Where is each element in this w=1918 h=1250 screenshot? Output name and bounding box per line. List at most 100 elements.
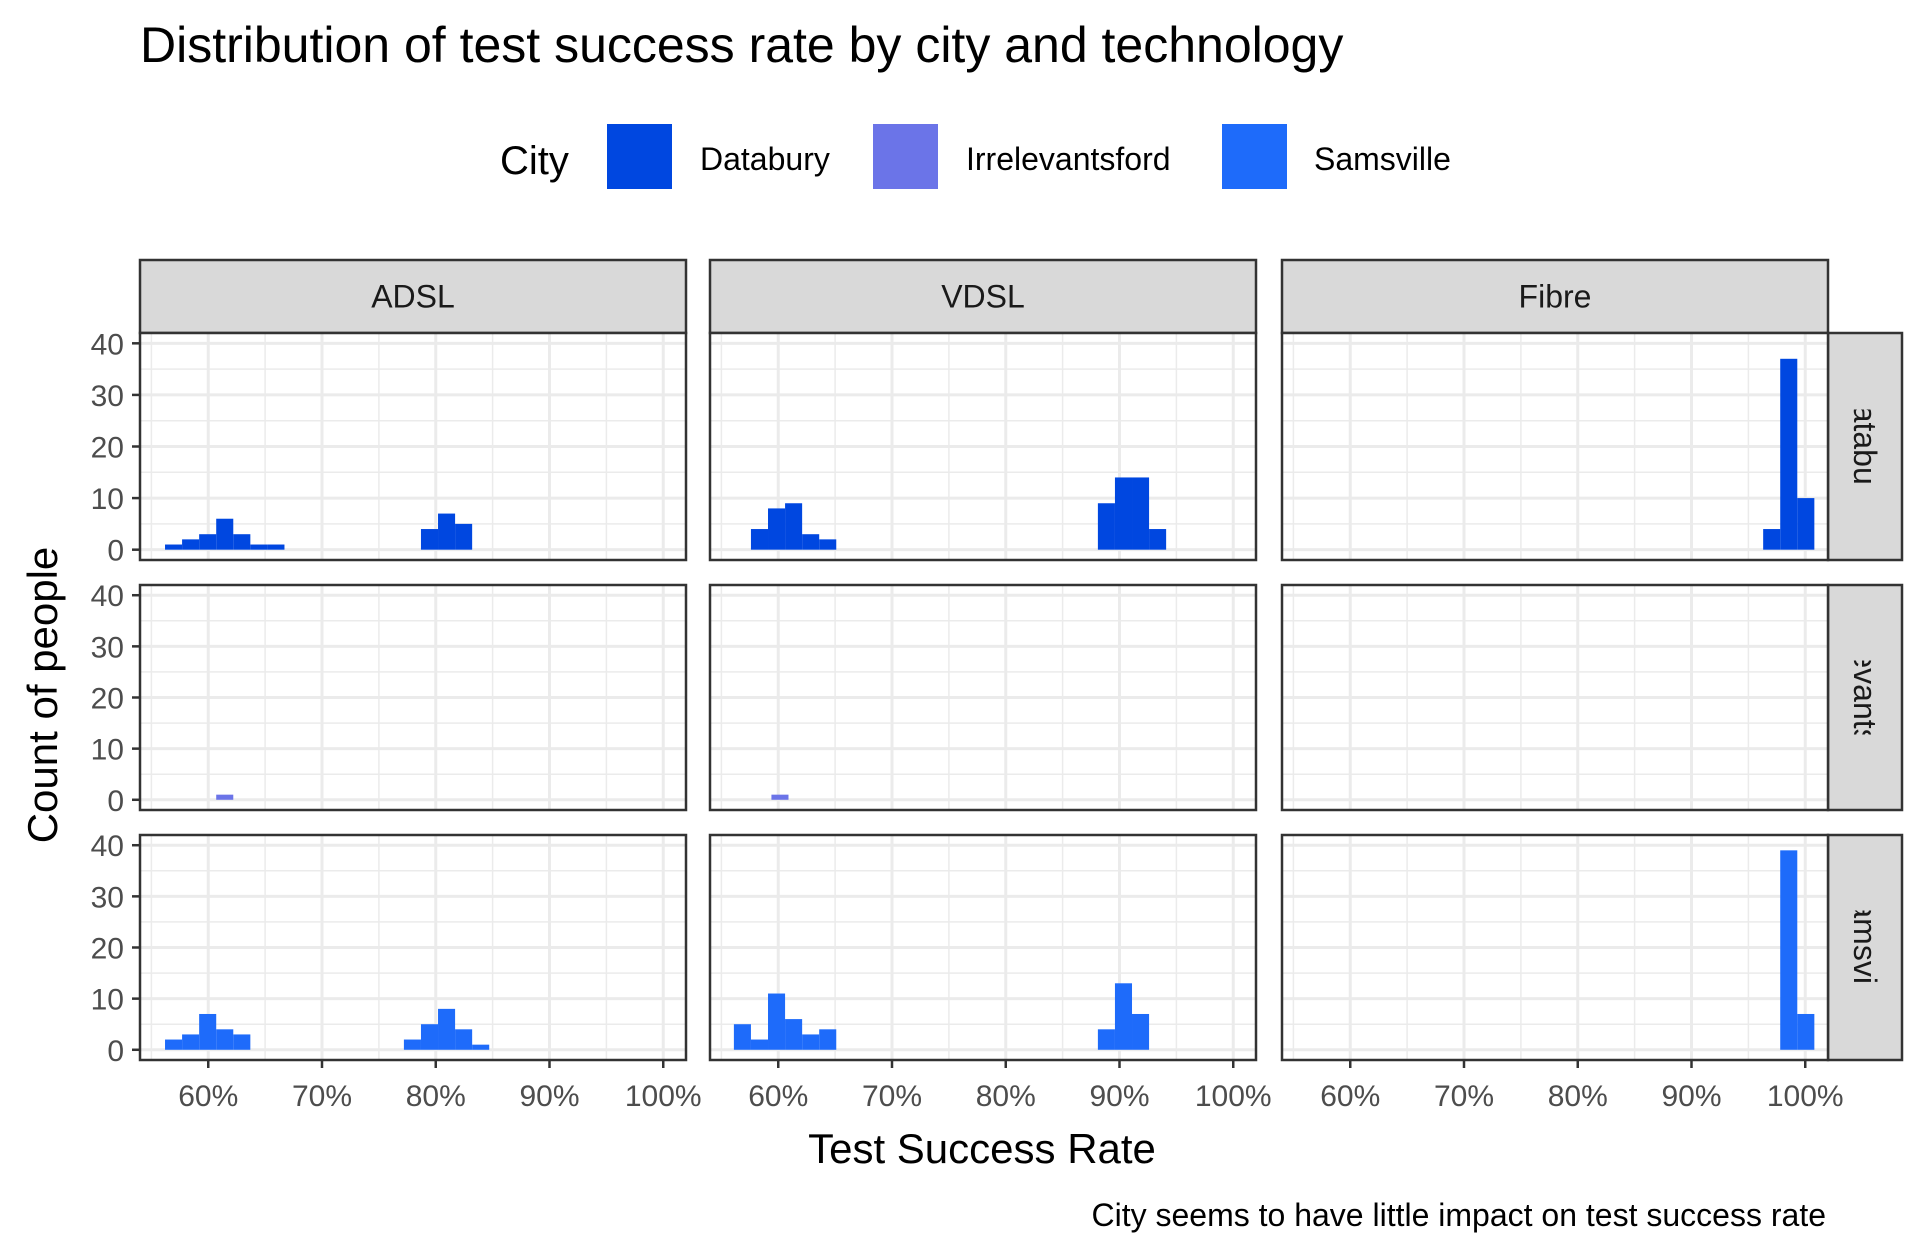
histogram-bar bbox=[455, 523, 473, 550]
histogram-bar bbox=[182, 539, 200, 550]
histogram-bar bbox=[267, 544, 285, 550]
panel-adsl-irrelevantsford bbox=[138, 583, 688, 812]
histogram-bar bbox=[250, 544, 268, 550]
histogram-bar bbox=[768, 993, 786, 1050]
histogram-bar bbox=[182, 1034, 200, 1050]
x-tick-label: 70% bbox=[1434, 1080, 1494, 1113]
panel-fibre-irrelevantsford bbox=[1280, 583, 1830, 812]
y-axis-title: Count of people bbox=[19, 547, 66, 844]
y-tick-label: 30 bbox=[91, 881, 124, 914]
y-tick-label: 10 bbox=[91, 734, 124, 767]
y-tick-label: 10 bbox=[91, 984, 124, 1017]
legend: City Databury Irrelevantsford Samsville bbox=[500, 124, 1451, 189]
histogram-bar bbox=[1114, 477, 1133, 550]
x-tick-label: 80% bbox=[976, 1080, 1036, 1113]
y-tick-label: 30 bbox=[91, 631, 124, 664]
y-tick-label: 40 bbox=[91, 830, 124, 863]
histogram-bar bbox=[1763, 529, 1781, 550]
histogram-bar bbox=[1097, 1029, 1115, 1050]
histogram-bar bbox=[768, 508, 786, 550]
histogram-bar bbox=[750, 1039, 769, 1050]
histogram-bar bbox=[199, 1013, 217, 1050]
y-tick-label: 0 bbox=[107, 535, 124, 568]
histogram-bar bbox=[802, 534, 820, 550]
histogram-bar bbox=[733, 1024, 751, 1050]
histogram-bar bbox=[233, 534, 251, 550]
histogram-bar bbox=[785, 1019, 803, 1050]
legend-label-samsville: Samsville bbox=[1314, 141, 1451, 177]
y-tick-label: 0 bbox=[107, 785, 124, 818]
x-tick-label: 80% bbox=[1548, 1080, 1608, 1113]
histogram-bar bbox=[165, 544, 183, 550]
histogram-bar bbox=[1797, 498, 1815, 550]
legend-label-databury: Databury bbox=[700, 141, 830, 177]
y-tick-label: 30 bbox=[91, 380, 124, 413]
chart-caption: City seems to have little impact on test… bbox=[1091, 1197, 1826, 1233]
facet-grid: ADSL VDSL Fibre Databury Irrelevantsford Sams… bbox=[91, 258, 1904, 1113]
column-strip-label-fibre: Fibre bbox=[1519, 279, 1592, 315]
legend-key-samsville bbox=[1222, 124, 1287, 189]
histogram-bar bbox=[472, 1044, 490, 1050]
panel-fibre-samsville bbox=[1280, 833, 1830, 1062]
panel-vdsl-databury bbox=[708, 331, 1258, 562]
legend-key-irrelevantsford bbox=[873, 124, 938, 189]
histogram-bar bbox=[216, 518, 234, 550]
x-tick-label: 70% bbox=[292, 1080, 352, 1113]
histogram-bar bbox=[199, 534, 217, 550]
histogram-bar bbox=[420, 529, 439, 550]
panel-adsl-samsville bbox=[138, 833, 688, 1062]
histogram-bar bbox=[1132, 1013, 1150, 1050]
panel-fibre-databury bbox=[1280, 331, 1830, 562]
y-tick-label: 20 bbox=[91, 683, 124, 716]
y-tick-label: 40 bbox=[91, 580, 124, 613]
column-strip-adsl bbox=[138, 258, 688, 335]
chart-title: Distribution of test success rate by cit… bbox=[140, 17, 1343, 73]
histogram-bar bbox=[1132, 477, 1150, 550]
histogram-bar bbox=[438, 1008, 456, 1050]
column-strip-vdsl bbox=[708, 258, 1258, 335]
histogram-bar bbox=[785, 503, 803, 550]
y-tick-label: 0 bbox=[107, 1035, 124, 1068]
row-strip-label-databury: Databury bbox=[1847, 382, 1883, 512]
column-strip-fibre bbox=[1280, 258, 1830, 335]
x-tick-label: 100% bbox=[1195, 1080, 1272, 1113]
y-tick-label: 10 bbox=[91, 483, 124, 516]
y-tick-label: 20 bbox=[91, 933, 124, 966]
panel-vdsl-irrelevantsford bbox=[708, 583, 1258, 812]
y-tick-label: 20 bbox=[91, 432, 124, 465]
x-axis-title: Test Success Rate bbox=[808, 1125, 1156, 1172]
x-tick-label: 60% bbox=[748, 1080, 808, 1113]
x-tick-label: 70% bbox=[862, 1080, 922, 1113]
x-tick-label: 90% bbox=[1089, 1080, 1149, 1113]
legend-title: City bbox=[500, 139, 569, 183]
x-tick-label: 90% bbox=[519, 1080, 579, 1113]
histogram-bar bbox=[1780, 850, 1798, 1050]
panel-adsl-databury bbox=[138, 331, 688, 562]
row-strip-label-samsville: Samsville bbox=[1847, 879, 1883, 1016]
histogram-bar bbox=[420, 1024, 439, 1050]
x-tick-label: 90% bbox=[1661, 1080, 1721, 1113]
histogram-bar bbox=[455, 1029, 473, 1050]
panel-vdsl-samsville bbox=[708, 833, 1258, 1062]
histogram-bar bbox=[819, 1029, 837, 1050]
x-tick-label: 60% bbox=[1320, 1080, 1380, 1113]
row-strip-databury bbox=[1826, 331, 1904, 562]
histogram-bar bbox=[1114, 983, 1133, 1050]
x-tick-label: 60% bbox=[178, 1080, 238, 1113]
column-strip-label-adsl: ADSL bbox=[371, 279, 455, 315]
legend-key-databury bbox=[607, 124, 672, 189]
histogram-bar bbox=[233, 1034, 251, 1050]
histogram-bar bbox=[438, 513, 456, 550]
x-tick-label: 100% bbox=[1767, 1080, 1844, 1113]
histogram-bar bbox=[819, 539, 837, 550]
row-strip-label-irrelevantsford: Irrelevantsford bbox=[1847, 595, 1883, 800]
legend-label-irrelevantsford: Irrelevantsford bbox=[966, 141, 1171, 177]
x-tick-label: 100% bbox=[625, 1080, 702, 1113]
row-strip-samsville bbox=[1826, 833, 1904, 1062]
histogram-bar bbox=[1149, 529, 1167, 550]
histogram-bar bbox=[1097, 503, 1115, 550]
histogram-bar bbox=[802, 1034, 820, 1050]
histogram-bar bbox=[1797, 1013, 1815, 1050]
histogram-bar bbox=[165, 1039, 183, 1050]
